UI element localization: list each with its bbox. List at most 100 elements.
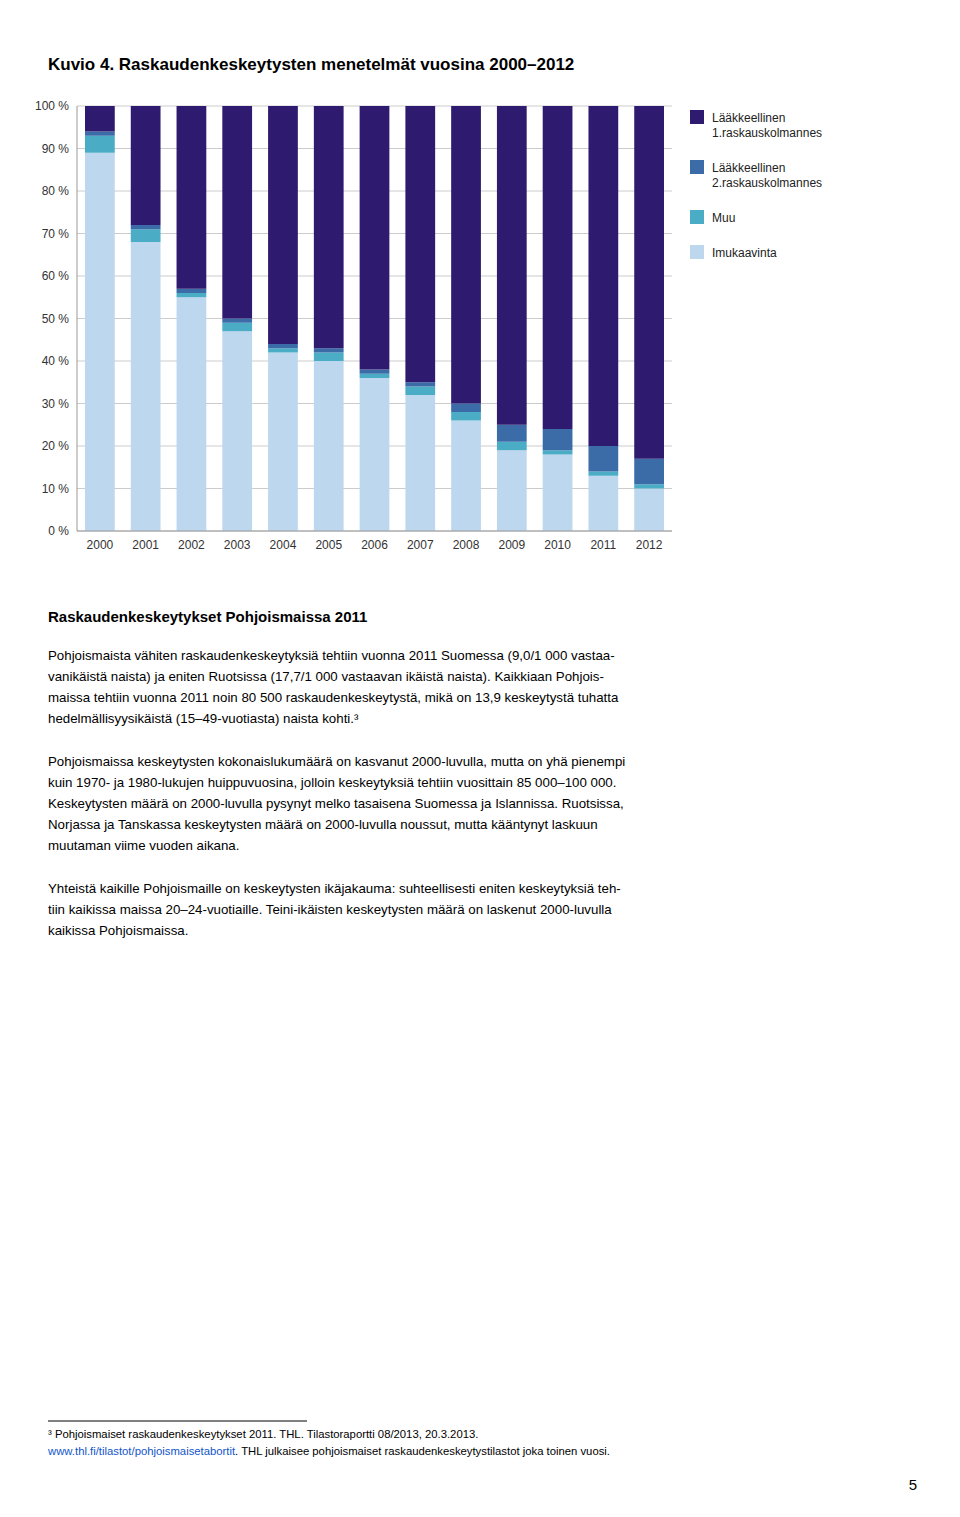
y-tick-label: 100 % (35, 99, 69, 113)
footnote-line: www.thl.fi/tilastot/pohjoismaisetabortit… (47, 1445, 610, 1457)
legend-label: Lääkkeellinen1.raskauskolmannes (712, 111, 822, 140)
paragraph: Pohjoismaissa keskeytysten kokonaislukum… (48, 754, 625, 853)
bar-segment (543, 455, 573, 532)
bar-segment (588, 476, 618, 531)
x-axis-line (77, 531, 672, 532)
bar-segment (405, 387, 435, 396)
bar-segment (314, 348, 344, 352)
legend-swatch (690, 245, 704, 259)
series-bars (85, 106, 664, 459)
x-tick-label: 2002 (178, 538, 205, 552)
footnote-rest: . THL julkaisee pohjoismaiset raskaudenk… (235, 1445, 610, 1457)
legend-item: Imukaavinta (690, 245, 777, 260)
bar-segment (314, 361, 344, 531)
bar-segment (405, 106, 435, 382)
paragraph-line: muutaman viime vuoden aikana. (48, 838, 239, 853)
bar-segment (451, 106, 481, 404)
bar-segment (588, 472, 618, 476)
y-tick-label: 90 % (42, 142, 70, 156)
legend-label-line: 1.raskauskolmannes (712, 126, 822, 140)
bar-segment (177, 293, 207, 297)
bar-segment (268, 344, 298, 348)
x-tick-label: 2012 (636, 538, 663, 552)
y-tick-label: 0 % (48, 524, 69, 538)
paragraph-line: vanikäistä naista) ja eniten Ruotsissa (… (48, 669, 604, 684)
bar-segment (634, 459, 664, 485)
paragraph-line: hedelmällisyysikäistä (15–49-vuotiasta) … (48, 711, 359, 726)
paragraph-line: maissa tehtiin vuonna 2011 noin 80 500 r… (48, 690, 619, 705)
bar-segment (588, 446, 618, 472)
legend-swatch (690, 160, 704, 174)
paragraph-line: Pohjoismaista vähiten raskaudenkeskeytyk… (48, 648, 615, 663)
x-tick-label: 2010 (544, 538, 571, 552)
footnote-rule (48, 1421, 307, 1422)
y-axis: 0 %10 %20 %30 %40 %50 %60 %70 %80 %90 %1… (35, 99, 77, 538)
bar-segment (497, 450, 527, 531)
bar-segment (177, 106, 207, 289)
legend-label-line: 2.raskauskolmannes (712, 176, 822, 190)
x-tick-label: 2005 (315, 538, 342, 552)
bar-segment (131, 242, 161, 531)
bar-segment (177, 289, 207, 293)
bar-segment (177, 297, 207, 531)
paragraph: Yhteistä kaikille Pohjoismaille on keske… (48, 881, 621, 938)
legend-item: Lääkkeellinen2.raskauskolmannes (690, 160, 822, 190)
legend-item: Lääkkeellinen1.raskauskolmannes (690, 110, 822, 140)
y-axis-line (77, 106, 78, 531)
bar-segment (451, 404, 481, 413)
bar-segment (85, 132, 115, 136)
x-tick-label: 2007 (407, 538, 434, 552)
legend-label: Lääkkeellinen2.raskauskolmannes (712, 161, 822, 190)
legend: Lääkkeellinen1.raskauskolmannesLääkkeell… (690, 110, 822, 260)
legend-label-line: Lääkkeellinen (712, 111, 785, 125)
legend-label: Imukaavinta (712, 246, 777, 260)
page: Kuvio 4. Raskaudenkeskeytysten menetelmä… (0, 0, 960, 1517)
y-tick-label: 60 % (42, 269, 70, 283)
bar-segment (222, 323, 252, 332)
bar-segment (543, 429, 573, 450)
bar-segment (497, 442, 527, 451)
bar-segment (222, 331, 252, 531)
y-tick-label: 30 % (42, 397, 70, 411)
grid-line (77, 531, 672, 532)
footnote-text: ³ Pohjoismaiset raskaudenkeskeytykset 20… (48, 1428, 478, 1440)
bar-segment (360, 374, 390, 378)
bars (85, 106, 664, 531)
footnote-link: www.thl.fi/tilastot/pohjoismaisetabortit (47, 1445, 236, 1457)
x-tick-label: 2008 (453, 538, 480, 552)
bar-segment (131, 229, 161, 242)
x-tick-label: 2003 (224, 538, 251, 552)
bar-segment (360, 378, 390, 531)
paragraph-line: kuin 1970- ja 1980-lukujen huippuvuosina… (48, 775, 616, 790)
x-tick-label: 2009 (498, 538, 525, 552)
bar-segment (497, 106, 527, 425)
bar-segment (314, 106, 344, 348)
bar-segment (634, 106, 664, 459)
bar-segment (634, 484, 664, 488)
x-tick-label: 2001 (132, 538, 159, 552)
y-tick-label: 80 % (42, 184, 70, 198)
y-tick-label: 40 % (42, 354, 70, 368)
paragraph-line: Pohjoismaissa keskeytysten kokonaislukum… (48, 754, 625, 769)
bar-segment (634, 489, 664, 532)
y-tick-label: 70 % (42, 227, 70, 241)
legend-label-line: Lääkkeellinen (712, 161, 785, 175)
bar-segment (497, 425, 527, 442)
body-text: Raskaudenkeskeytykset Pohjoismaissa 2011… (48, 608, 625, 938)
bar-segment (131, 106, 161, 225)
x-axis: 2000200120022003200420052006200720082009… (77, 531, 672, 552)
bar-segment (405, 395, 435, 531)
bar-segment (222, 106, 252, 319)
bar-segment (85, 106, 115, 132)
legend-label: Muu (712, 211, 735, 225)
bar-segment (314, 353, 344, 362)
y-tick-label: 10 % (42, 482, 70, 496)
bar-segment (222, 319, 252, 323)
paragraph-line: Norjassa ja Tanskassa keskeytysten määrä… (48, 817, 598, 832)
page-number: 5 (909, 1476, 917, 1493)
y-tick-label: 50 % (42, 312, 70, 326)
paragraph-line: kaikissa Pohjoismaissa. (48, 923, 188, 938)
legend-swatch (690, 110, 704, 124)
bar-segment (85, 153, 115, 531)
x-tick-label: 2011 (590, 538, 616, 552)
